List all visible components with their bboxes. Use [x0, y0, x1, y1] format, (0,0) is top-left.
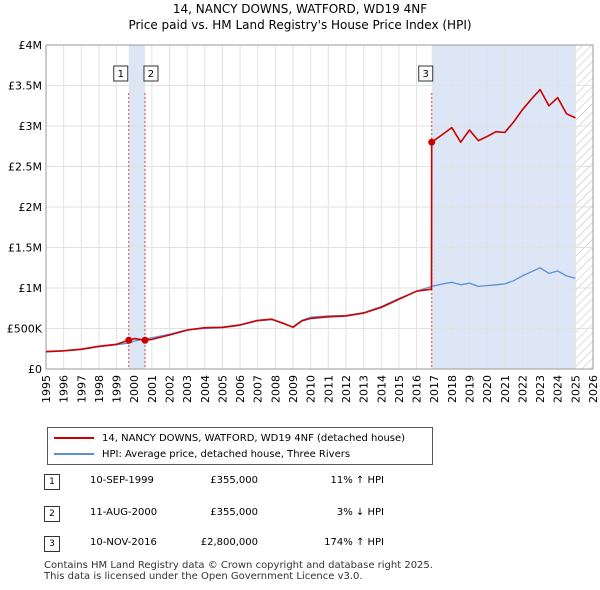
- x-tick-label: 2009: [287, 375, 300, 403]
- x-tick-label: 1995: [40, 375, 53, 403]
- x-tick-label: 2001: [146, 375, 159, 403]
- row-date: 10-SEP-1999: [90, 475, 154, 486]
- row-hpi-change: 11% ↑ HPI: [330, 475, 384, 486]
- x-tick-label: 2025: [569, 375, 582, 403]
- row-hpi-change: 3% ↓ HPI: [336, 507, 384, 518]
- x-tick-label: 2014: [375, 375, 388, 403]
- transaction-3-label: 3: [423, 69, 429, 80]
- x-tick-label: 2012: [340, 375, 353, 403]
- x-tick-label: 2023: [534, 375, 547, 403]
- chart-title: 14, NANCY DOWNS, WATFORD, WD19 4NF: [172, 2, 428, 16]
- x-tick-label: 2004: [199, 375, 212, 403]
- x-tick-label: 2022: [516, 375, 529, 403]
- y-tick-label: £2M: [19, 201, 43, 214]
- transaction-2-label-box: [143, 65, 159, 82]
- x-tick-label: 2007: [252, 375, 265, 403]
- table-row: 3 10-NOV-2016 £2,800,000 174% ↑ HPI: [44, 536, 464, 552]
- y-tick-label: £1M: [19, 282, 43, 295]
- row-number-badge: 3: [44, 536, 60, 552]
- row-number-badge: 1: [44, 474, 60, 490]
- x-tick-label: 1996: [58, 375, 71, 403]
- row-price: £2,800,000: [200, 537, 258, 548]
- x-tick-label: 2017: [428, 375, 441, 403]
- x-tick-label: 2000: [128, 375, 141, 403]
- legend-item-hpi: HPI: Average price, detached house, Thre…: [54, 447, 350, 461]
- transaction-2-label: 2: [148, 69, 154, 80]
- legend-swatch-hpi: [54, 453, 94, 455]
- x-tick-label: 1998: [93, 375, 106, 403]
- x-tick-label: 2021: [499, 375, 512, 403]
- x-tick-label: 2019: [463, 375, 476, 403]
- legend-label-property: 14, NANCY DOWNS, WATFORD, WD19 4NF (deta…: [102, 432, 406, 444]
- row-date: 10-NOV-2016: [90, 537, 157, 548]
- y-tick-label: £500K: [7, 323, 43, 336]
- x-tick-label: 2005: [216, 375, 229, 403]
- legend-label-hpi: HPI: Average price, detached house, Thre…: [102, 448, 351, 460]
- plot-frame: [45, 44, 594, 370]
- x-tick-label: 2002: [164, 375, 177, 403]
- row-number-badge: 2: [44, 506, 60, 522]
- chart-legend: 14, NANCY DOWNS, WATFORD, WD19 4NF (deta…: [47, 427, 433, 465]
- row-hpi-change: 174% ↑ HPI: [324, 537, 384, 548]
- transaction-1-point: [125, 336, 133, 344]
- row-date: 11-AUG-2000: [90, 507, 158, 518]
- y-tick-label: £0: [28, 363, 42, 376]
- x-tick-label: 2008: [269, 375, 282, 403]
- table-row: 2 11-AUG-2000 £355,000 3% ↓ HPI: [44, 506, 464, 522]
- x-tick-label: 2020: [481, 375, 494, 403]
- transaction-3-label-box: [418, 65, 434, 82]
- x-tick-label: 2016: [411, 375, 424, 403]
- x-tick-label: 2010: [305, 375, 318, 403]
- row-price: £355,000: [210, 475, 258, 486]
- transaction-3-point: [428, 138, 436, 146]
- x-tick-label: 2003: [181, 375, 194, 403]
- chart-subtitle: Price paid vs. HM Land Registry's House …: [128, 18, 472, 32]
- x-tick-label: 2006: [234, 375, 247, 403]
- x-tick-label: 1997: [75, 375, 88, 403]
- price-chart: £0 £500K £1M £1.5M £2M £2.5M £3M £3.5M £4M 1995 19…: [7, 39, 600, 403]
- x-tick-label: 2015: [393, 375, 406, 403]
- x-tick-label: 2024: [552, 375, 565, 403]
- x-tick-label: 2013: [358, 375, 371, 403]
- x-tick-label: 2026: [587, 375, 600, 403]
- transaction-1-label-box: [113, 65, 129, 82]
- row-price: £355,000: [210, 507, 258, 518]
- x-tick-label: 1999: [111, 375, 124, 403]
- transaction-2-point: [141, 336, 149, 344]
- footer-copyright: Contains HM Land Registry data © Crown c…: [44, 560, 433, 571]
- footer-licence: This data is licensed under the Open Gov…: [44, 571, 363, 582]
- y-tick-label: £2.5M: [8, 161, 42, 174]
- table-row: 1 10-SEP-1999 £355,000 11% ↑ HPI: [44, 474, 464, 490]
- x-tick-label: 2018: [446, 375, 459, 403]
- y-tick-label: £1.5M: [8, 242, 42, 255]
- legend-item-property: 14, NANCY DOWNS, WATFORD, WD19 4NF (deta…: [54, 431, 405, 445]
- x-tick-label: 2011: [322, 375, 335, 403]
- y-tick-label: £3M: [19, 120, 43, 133]
- y-tick-label: £3.5M: [8, 80, 42, 93]
- transaction-1-label: 1: [118, 69, 124, 80]
- y-tick-label: £4M: [19, 39, 43, 52]
- legend-swatch-property: [54, 437, 94, 439]
